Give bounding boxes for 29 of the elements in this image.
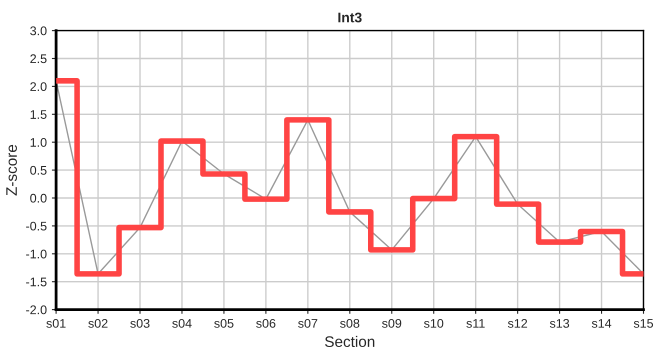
x-tick-label: s14 xyxy=(592,319,612,328)
y-tick-label: 1.0 xyxy=(30,138,47,147)
x-tick-label: s06 xyxy=(256,318,276,328)
x-tick-label: s04 xyxy=(172,318,192,328)
y-tick-label: 2.0 xyxy=(30,82,47,92)
y-axis-title: Z-score xyxy=(6,144,17,196)
y-tick-label: -1.0 xyxy=(26,250,47,258)
y-tick-label: 2.5 xyxy=(30,54,47,64)
x-tick-label: s01 xyxy=(46,318,66,328)
x-tick-label: s03 xyxy=(130,318,150,328)
x-tick-label: s15 xyxy=(634,319,654,328)
x-tick-label: s11 xyxy=(466,319,485,328)
x-tick-label: s07 xyxy=(298,318,318,328)
y-tick-label: 0.5 xyxy=(30,166,47,175)
x-tick-label: s05 xyxy=(214,318,234,328)
x-tick-label: s10 xyxy=(424,318,444,328)
x-tick-label: s13 xyxy=(550,318,570,328)
x-tick-label: s08 xyxy=(340,318,360,328)
x-axis-title: Section xyxy=(325,336,374,348)
x-tick-label: s02 xyxy=(88,318,108,328)
x-tick-label: s12 xyxy=(508,318,528,328)
y-tick-label: 3.0 xyxy=(30,26,47,36)
y-tick-label: -1.5 xyxy=(26,278,47,286)
x-tick-label: s09 xyxy=(382,318,402,328)
chart-title: Int3 xyxy=(338,12,362,22)
y-tick-label: 0.0 xyxy=(30,194,47,203)
y-tick-label: -2.0 xyxy=(26,305,47,314)
y-tick-label: -0.5 xyxy=(26,222,47,231)
y-tick-label: 1.5 xyxy=(30,110,47,119)
